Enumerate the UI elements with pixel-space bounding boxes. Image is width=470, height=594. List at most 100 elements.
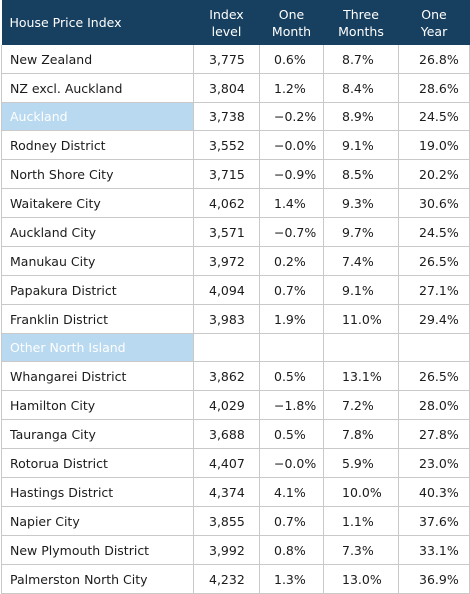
row-label: Franklin District xyxy=(1,304,194,334)
cell-one-month: 4.1% xyxy=(259,477,324,507)
cell-index-level xyxy=(193,333,260,362)
cell-one-year: 29.4% xyxy=(398,304,470,334)
cell-one-month xyxy=(259,333,324,362)
cell-one-month: 0.5% xyxy=(259,361,324,391)
cell-index-level: 4,062 xyxy=(193,188,260,218)
section-row: Auckland 3,738 −0.2% 8.9% 24.5% xyxy=(1,102,470,131)
cell-index-level: 4,407 xyxy=(193,448,260,478)
cell-one-month: 0.5% xyxy=(259,419,324,449)
table-row: Whangarei District 3,862 0.5% 13.1% 26.5% xyxy=(1,361,470,391)
cell-three-months: 9.7% xyxy=(323,217,399,247)
cell-index-level: 3,738 xyxy=(193,102,260,131)
table-row: Manukau City 3,972 0.2% 7.4% 26.5% xyxy=(1,246,470,276)
cell-one-month: 0.6% xyxy=(259,45,324,74)
cell-three-months: 1.1% xyxy=(323,506,399,536)
cell-index-level: 3,552 xyxy=(193,130,260,160)
cell-three-months: 10.0% xyxy=(323,477,399,507)
cell-three-months: 8.9% xyxy=(323,102,399,131)
cell-one-year: 24.5% xyxy=(398,102,470,131)
row-label: Waitakere City xyxy=(1,188,194,218)
cell-one-month: 1.9% xyxy=(259,304,324,334)
row-label: Hastings District xyxy=(1,477,194,507)
header-three-months: Three Months xyxy=(323,0,399,45)
row-label: Whangarei District xyxy=(1,361,194,391)
cell-one-year: 19.0% xyxy=(398,130,470,160)
cell-three-months: 9.1% xyxy=(323,275,399,305)
cell-one-year: 26.8% xyxy=(398,45,470,74)
row-label: Palmerston North City xyxy=(1,564,194,594)
cell-one-month: 0.7% xyxy=(259,275,324,305)
cell-index-level: 4,232 xyxy=(193,564,260,594)
row-label: Tauranga City xyxy=(1,419,194,449)
cell-three-months: 9.1% xyxy=(323,130,399,160)
cell-three-months: 13.1% xyxy=(323,361,399,391)
cell-one-year: 24.5% xyxy=(398,217,470,247)
cell-one-year: 27.8% xyxy=(398,419,470,449)
cell-index-level: 3,571 xyxy=(193,217,260,247)
table-row: Palmerston North City 4,232 1.3% 13.0% 36.9% xyxy=(1,564,470,594)
row-label: New Plymouth District xyxy=(1,535,194,565)
cell-three-months: 9.3% xyxy=(323,188,399,218)
table-row: Franklin District 3,983 1.9% 11.0% 29.4% xyxy=(1,304,470,334)
row-label: Other North Island xyxy=(1,333,194,362)
table-row: Waitakere City 4,062 1.4% 9.3% 30.6% xyxy=(1,188,470,218)
row-label: New Zealand xyxy=(1,45,194,74)
cell-index-level: 4,374 xyxy=(193,477,260,507)
cell-one-year: 27.1% xyxy=(398,275,470,305)
row-label: Auckland City xyxy=(1,217,194,247)
cell-three-months: 7.4% xyxy=(323,246,399,276)
row-label: NZ excl. Auckland xyxy=(1,73,194,103)
cell-one-year: 40.3% xyxy=(398,477,470,507)
cell-one-month: 1.3% xyxy=(259,564,324,594)
table-row: New Zealand 3,775 0.6% 8.7% 26.8% xyxy=(1,45,470,74)
cell-three-months xyxy=(323,333,399,362)
row-label: Manukau City xyxy=(1,246,194,276)
header-row: House Price Index Index level One Month Th… xyxy=(1,0,470,45)
cell-one-year: 20.2% xyxy=(398,159,470,189)
row-label: Rodney District xyxy=(1,130,194,160)
table-row: Rotorua District 4,407 −0.0% 5.9% 23.0% xyxy=(1,448,470,478)
cell-index-level: 3,983 xyxy=(193,304,260,334)
table-row: Papakura District 4,094 0.7% 9.1% 27.1% xyxy=(1,275,470,305)
cell-index-level: 3,688 xyxy=(193,419,260,449)
cell-one-year: 37.6% xyxy=(398,506,470,536)
cell-three-months: 8.7% xyxy=(323,45,399,74)
row-label: Papakura District xyxy=(1,275,194,305)
row-label: Hamilton City xyxy=(1,390,194,420)
cell-one-month: 0.2% xyxy=(259,246,324,276)
table-header: House Price Index Index level One Month Th… xyxy=(1,0,470,45)
cell-one-month: 0.8% xyxy=(259,535,324,565)
header-one-month: One Month xyxy=(259,0,324,45)
cell-three-months: 8.5% xyxy=(323,159,399,189)
header-region: House Price Index xyxy=(1,0,194,45)
cell-three-months: 8.4% xyxy=(323,73,399,103)
cell-one-month: 0.7% xyxy=(259,506,324,536)
cell-one-year: 28.6% xyxy=(398,73,470,103)
cell-one-year: 23.0% xyxy=(398,448,470,478)
row-label: Napier City xyxy=(1,506,194,536)
table-row: Auckland City 3,571 −0.7% 9.7% 24.5% xyxy=(1,217,470,247)
table-body: New Zealand 3,775 0.6% 8.7% 26.8% NZ excl. Au… xyxy=(1,45,470,594)
row-label: Rotorua District xyxy=(1,448,194,478)
cell-index-level: 3,715 xyxy=(193,159,260,189)
table-row: NZ excl. Auckland 3,804 1.2% 8.4% 28.6% xyxy=(1,73,470,103)
table-row: Rodney District 3,552 −0.0% 9.1% 19.0% xyxy=(1,130,470,160)
cell-three-months: 7.2% xyxy=(323,390,399,420)
row-label: North Shore City xyxy=(1,159,194,189)
cell-one-year xyxy=(398,333,470,362)
table-row: Tauranga City 3,688 0.5% 7.8% 27.8% xyxy=(1,419,470,449)
table-row: Hastings District 4,374 4.1% 10.0% 40.3% xyxy=(1,477,470,507)
cell-one-year: 28.0% xyxy=(398,390,470,420)
cell-index-level: 3,972 xyxy=(193,246,260,276)
table-row: North Shore City 3,715 −0.9% 8.5% 20.2% xyxy=(1,159,470,189)
cell-three-months: 13.0% xyxy=(323,564,399,594)
cell-three-months: 5.9% xyxy=(323,448,399,478)
table-row: New Plymouth District 3,992 0.8% 7.3% 33.1% xyxy=(1,535,470,565)
header-index-level: Index level xyxy=(193,0,260,45)
cell-one-month: −0.7% xyxy=(259,217,324,247)
cell-one-month: 1.4% xyxy=(259,188,324,218)
cell-index-level: 4,029 xyxy=(193,390,260,420)
cell-three-months: 7.3% xyxy=(323,535,399,565)
